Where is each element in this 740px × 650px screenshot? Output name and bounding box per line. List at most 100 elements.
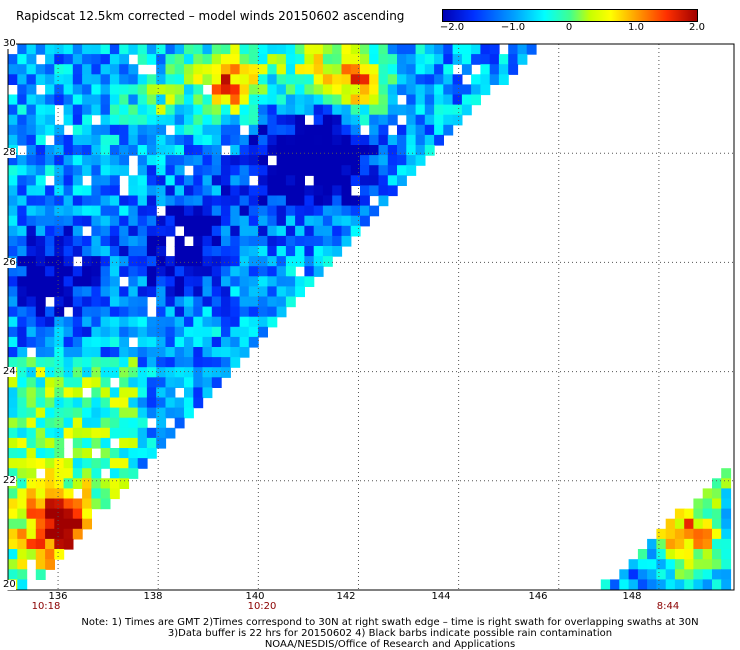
data-cell <box>341 114 352 126</box>
data-cell <box>341 134 352 146</box>
data-cell <box>341 225 352 237</box>
data-cell <box>322 205 333 217</box>
data-cell <box>693 498 704 510</box>
data-cell <box>109 397 120 409</box>
data-cell <box>35 175 46 186</box>
data-cell <box>146 124 157 136</box>
data-cell <box>360 215 370 227</box>
data-cell <box>109 357 120 368</box>
data-cell <box>174 145 185 156</box>
data-cell <box>693 538 704 550</box>
data-cell <box>341 165 352 176</box>
data-cell <box>82 276 92 287</box>
data-cell <box>341 104 352 116</box>
data-cell <box>8 54 18 65</box>
data-cell <box>91 64 102 75</box>
data-cell <box>415 155 426 166</box>
data-cell <box>184 185 194 197</box>
data-cell <box>156 215 167 227</box>
data-cell <box>322 195 333 207</box>
data-cell <box>119 397 130 409</box>
data-cell <box>72 44 83 55</box>
data-cell <box>721 518 732 530</box>
data-cell <box>72 468 83 479</box>
data-cell <box>193 235 204 247</box>
data-cell <box>360 114 370 126</box>
data-cell <box>100 407 111 419</box>
data-cell <box>100 256 111 267</box>
data-cell <box>202 215 213 227</box>
data-cell <box>406 84 417 96</box>
data-cell <box>387 134 398 146</box>
data-cell <box>322 235 333 247</box>
data-cell <box>248 114 259 126</box>
data-cell <box>332 84 343 96</box>
data-cell <box>45 84 55 96</box>
data-cell <box>230 215 241 227</box>
data-cell <box>248 94 259 106</box>
data-cell <box>332 246 343 257</box>
data-cell <box>91 377 102 388</box>
data-cell <box>211 246 222 257</box>
data-cell <box>211 44 222 55</box>
data-cell <box>295 114 305 126</box>
data-cell <box>378 114 389 126</box>
data-cell <box>100 367 111 378</box>
data-cell <box>360 155 370 166</box>
data-cell <box>184 387 194 399</box>
data-cell <box>360 94 370 106</box>
data-cell <box>184 44 194 55</box>
data-cell <box>91 397 102 409</box>
data-cell <box>165 367 176 378</box>
data-cell <box>202 205 213 217</box>
data-cell <box>350 134 361 146</box>
data-cell <box>313 94 324 106</box>
data-cell <box>35 44 46 55</box>
data-cell <box>341 54 352 65</box>
data-cell <box>341 155 352 166</box>
data-cell <box>119 377 130 388</box>
data-cell <box>702 488 713 500</box>
data-cell <box>72 316 83 328</box>
data-cell <box>285 124 296 136</box>
data-cell <box>322 225 333 237</box>
data-cell <box>63 84 74 96</box>
data-cell <box>82 336 92 348</box>
data-cell <box>137 74 148 85</box>
lat-tick-label: 20 <box>3 579 16 590</box>
data-cell <box>26 488 37 500</box>
data-cell <box>91 336 102 348</box>
data-cell <box>137 235 148 247</box>
data-cell <box>45 397 55 409</box>
data-cell <box>360 134 370 146</box>
data-cell <box>221 185 231 197</box>
data-cell <box>119 74 130 85</box>
data-cell <box>434 84 444 96</box>
data-cell <box>45 357 55 368</box>
data-cell <box>184 407 194 419</box>
data-cell <box>693 559 704 570</box>
data-cell <box>313 54 324 65</box>
data-cell <box>295 205 305 217</box>
data-cell <box>350 114 361 126</box>
data-cell <box>230 104 241 116</box>
data-cell <box>8 336 18 348</box>
data-cell <box>137 458 148 469</box>
data-cell <box>239 205 250 217</box>
data-cell <box>156 377 167 388</box>
data-cell <box>267 215 278 227</box>
data-cell <box>248 64 259 75</box>
data-cell <box>239 195 250 207</box>
data-cell <box>443 74 454 85</box>
data-cell <box>45 124 55 136</box>
data-cell <box>285 256 296 267</box>
data-cell <box>91 498 102 510</box>
data-cell <box>109 326 120 338</box>
data-cell <box>17 579 28 591</box>
data-cell <box>128 326 139 338</box>
data-cell <box>267 306 278 318</box>
data-cell <box>137 195 148 207</box>
data-cell <box>128 306 139 318</box>
data-cell <box>45 205 55 217</box>
data-cell <box>369 145 380 156</box>
